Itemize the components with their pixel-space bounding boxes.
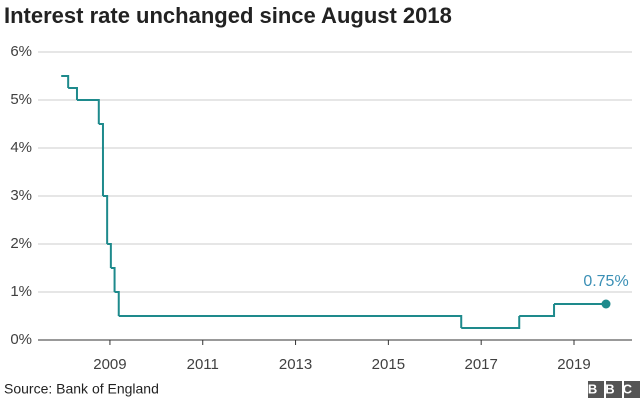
x-tick-label: 2019 <box>557 356 590 373</box>
y-tick-label: 2% <box>10 235 32 252</box>
step <box>118 315 463 328</box>
logo-box <box>588 381 604 398</box>
step <box>61 75 70 88</box>
y-tick-label: 3% <box>10 187 32 204</box>
y-tick-label: 4% <box>10 139 32 156</box>
logo: BBC <box>588 381 640 398</box>
step <box>110 267 116 292</box>
step <box>461 316 521 329</box>
step <box>114 291 120 316</box>
x-tick-label: 2013 <box>279 356 312 373</box>
step <box>76 99 100 124</box>
x-tick-label: 2017 <box>464 356 497 373</box>
step <box>68 87 78 100</box>
y-tick-label: 0% <box>10 331 32 348</box>
x-tick-label: 2015 <box>372 356 405 373</box>
source: Source: Bank of England <box>4 381 159 397</box>
step <box>98 123 104 196</box>
y-tick-label: 6% <box>10 43 32 60</box>
x-tick-label: 2011 <box>187 356 219 373</box>
logo-text: BBC <box>588 381 640 396</box>
end-dot <box>601 299 611 309</box>
y-tick-label: 5% <box>10 91 32 108</box>
step <box>107 243 112 268</box>
chart-title: Interest rate unchanged since August 201… <box>4 3 452 28</box>
y-tick-label: 1% <box>10 283 32 300</box>
x-tick-label: 2009 <box>93 356 126 373</box>
logo-box <box>624 381 640 398</box>
logo-box <box>606 381 622 398</box>
value-label: 0.75% <box>583 273 628 290</box>
step <box>102 195 109 244</box>
step <box>519 304 556 317</box>
